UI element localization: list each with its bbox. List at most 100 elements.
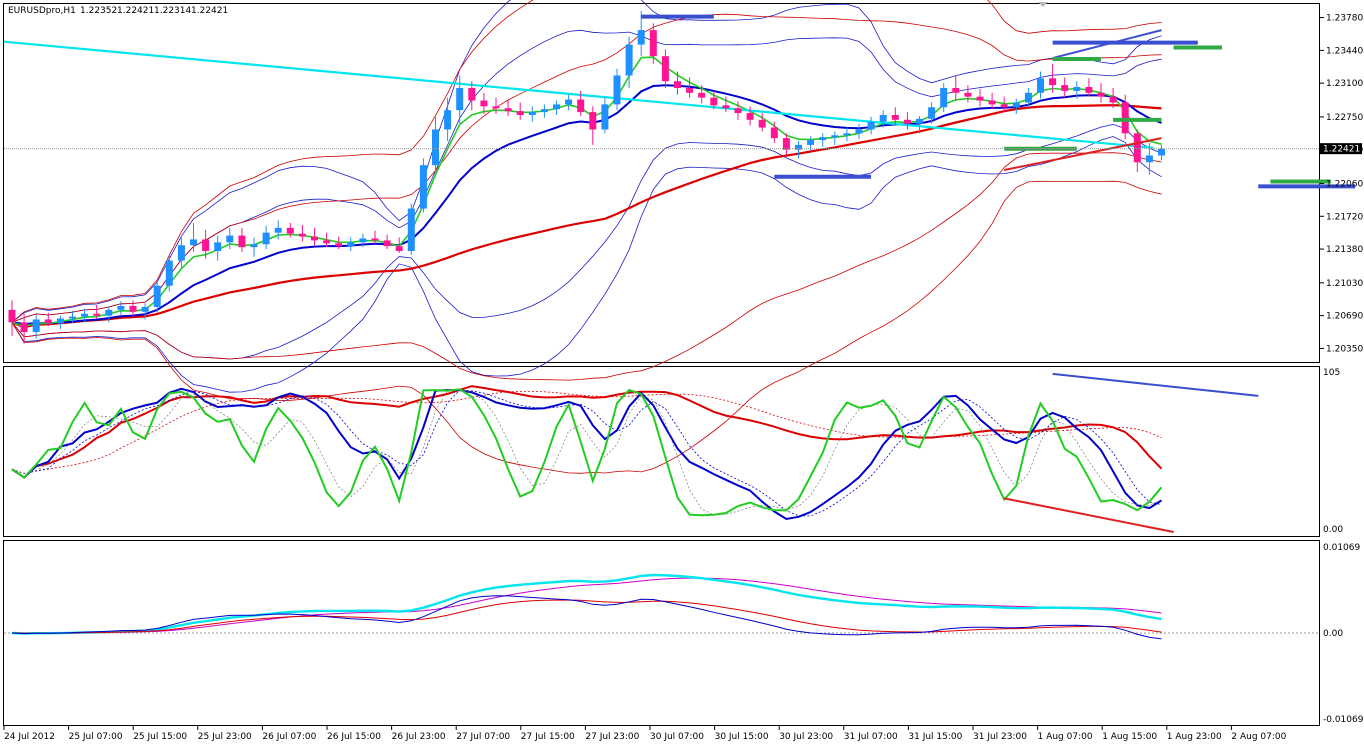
envelope-band-red-lower — [11, 152, 1162, 381]
candle-body — [480, 100, 488, 107]
bollinger-band-blue-outer-lower — [11, 136, 1162, 393]
stoch-axis-min: 0.00 — [1323, 525, 1343, 535]
candle-body — [516, 111, 524, 115]
candle-body — [432, 129, 439, 166]
time-axis-label: 30 Jul 15:00 — [715, 732, 769, 742]
chart-open: 1.22352 — [80, 6, 117, 16]
candle-body — [964, 92, 972, 97]
candle-body — [69, 316, 76, 319]
candle-body — [891, 114, 899, 120]
candle-body — [20, 322, 28, 333]
candle-body — [795, 144, 802, 150]
candle-body — [976, 96, 984, 101]
candle-body — [1000, 104, 1008, 108]
candle-body — [359, 238, 367, 243]
time-axis-label: 26 Jul 23:00 — [392, 732, 446, 742]
candle-body — [141, 306, 149, 312]
stoch-fast-line — [11, 388, 1163, 517]
candle-body — [770, 127, 778, 139]
stoch-mid-line — [11, 387, 1163, 521]
candle-body — [734, 108, 742, 114]
chart-low: 1.22314 — [154, 6, 191, 16]
candle-body — [867, 121, 875, 130]
chart-close: 1.22421 — [191, 6, 228, 16]
time-axis-label: 31 Jul 23:00 — [973, 732, 1027, 742]
price-axis-label: 1.23780 — [1326, 14, 1363, 24]
macd-slow-signal — [11, 577, 1162, 634]
time-axis-label: 1 Aug 15:00 — [1102, 732, 1157, 742]
time-axis-label: 30 Jul 07:00 — [650, 732, 704, 742]
time-axis-label: 27 Jul 07:00 — [456, 732, 510, 742]
candle-body — [940, 87, 948, 108]
envelope-band-red-outer-lower — [11, 180, 1162, 474]
chart-shift-marker-icon[interactable] — [1038, 2, 1048, 7]
ema-green-line — [11, 56, 1162, 328]
candle-body — [407, 208, 415, 252]
stoch-axis-max: 105 — [1323, 368, 1340, 378]
time-axis-label: 31 Jul 07:00 — [844, 732, 898, 742]
candle-body — [903, 119, 911, 124]
candle-body — [371, 238, 379, 241]
candle-body — [347, 242, 355, 247]
candle-body — [1024, 92, 1032, 103]
time-axis-label: 25 Jul 07:00 — [69, 732, 123, 742]
candle-body — [819, 137, 827, 141]
candle-body — [153, 285, 161, 307]
trend-line-cyan — [3, 40, 1154, 149]
candle-body — [56, 318, 64, 324]
candle-body — [456, 87, 464, 111]
time-axis-label: 27 Jul 23:00 — [585, 732, 639, 742]
candle-body — [613, 75, 621, 105]
candle-body — [1133, 133, 1141, 163]
candle-body — [419, 165, 427, 209]
candle-body — [540, 109, 548, 113]
time-axis-label: 2 Aug 07:00 — [1231, 732, 1286, 742]
candle-body — [577, 99, 585, 113]
candle-body — [988, 100, 996, 105]
candle-body — [916, 118, 923, 124]
candle-body — [589, 112, 597, 130]
stoch-slow-signal — [11, 390, 1162, 474]
macd-axis-label: -0.01069 — [1323, 715, 1364, 725]
price-axis-label: 1.23100 — [1326, 79, 1363, 89]
candle-body — [177, 245, 185, 261]
candle-body — [1012, 102, 1020, 108]
candle-body — [335, 243, 343, 247]
price-axis-label: 1.21030 — [1326, 279, 1363, 289]
time-axis-label: 31 Jul 15:00 — [908, 732, 962, 742]
candle-body — [807, 140, 815, 145]
candle-body — [492, 106, 500, 109]
time-axis-label: 1 Aug 23:00 — [1167, 732, 1222, 742]
candle-body — [928, 107, 936, 119]
candle-body — [444, 110, 452, 130]
candle-body — [661, 56, 669, 82]
price-axis-label: 1.23440 — [1326, 46, 1363, 56]
macd-slow-line — [11, 573, 1162, 635]
candle-body — [601, 104, 609, 130]
time-axis-label: 26 Jul 15:00 — [327, 732, 381, 742]
candle-body — [528, 112, 536, 115]
candle-body — [722, 105, 730, 109]
candle-body — [1061, 85, 1069, 91]
macd-axis-label: 0.00 — [1323, 629, 1343, 639]
candle-body — [843, 133, 851, 136]
candle-body — [8, 309, 16, 323]
candle-body — [674, 81, 681, 88]
candle-body — [250, 244, 258, 248]
price-axis-label: 1.21720 — [1326, 212, 1363, 222]
ma-red-line — [11, 104, 1162, 329]
price-axis-label: 1.20690 — [1326, 312, 1363, 322]
candle-body — [1097, 92, 1105, 97]
stoch-annotation-red — [1004, 497, 1174, 533]
time-axis-label: 1 Aug 07:00 — [1038, 732, 1093, 742]
chart-high: 1.22421 — [117, 6, 154, 16]
bollinger-band-blue-outer-upper — [11, 0, 1162, 323]
candle-body — [782, 138, 790, 150]
candle-body — [323, 240, 331, 244]
candle-body — [1145, 155, 1153, 163]
current-price-label: 1.22421 — [1323, 145, 1360, 155]
candle-body — [879, 114, 887, 122]
candle-body — [686, 87, 694, 93]
candle-body — [274, 227, 282, 233]
